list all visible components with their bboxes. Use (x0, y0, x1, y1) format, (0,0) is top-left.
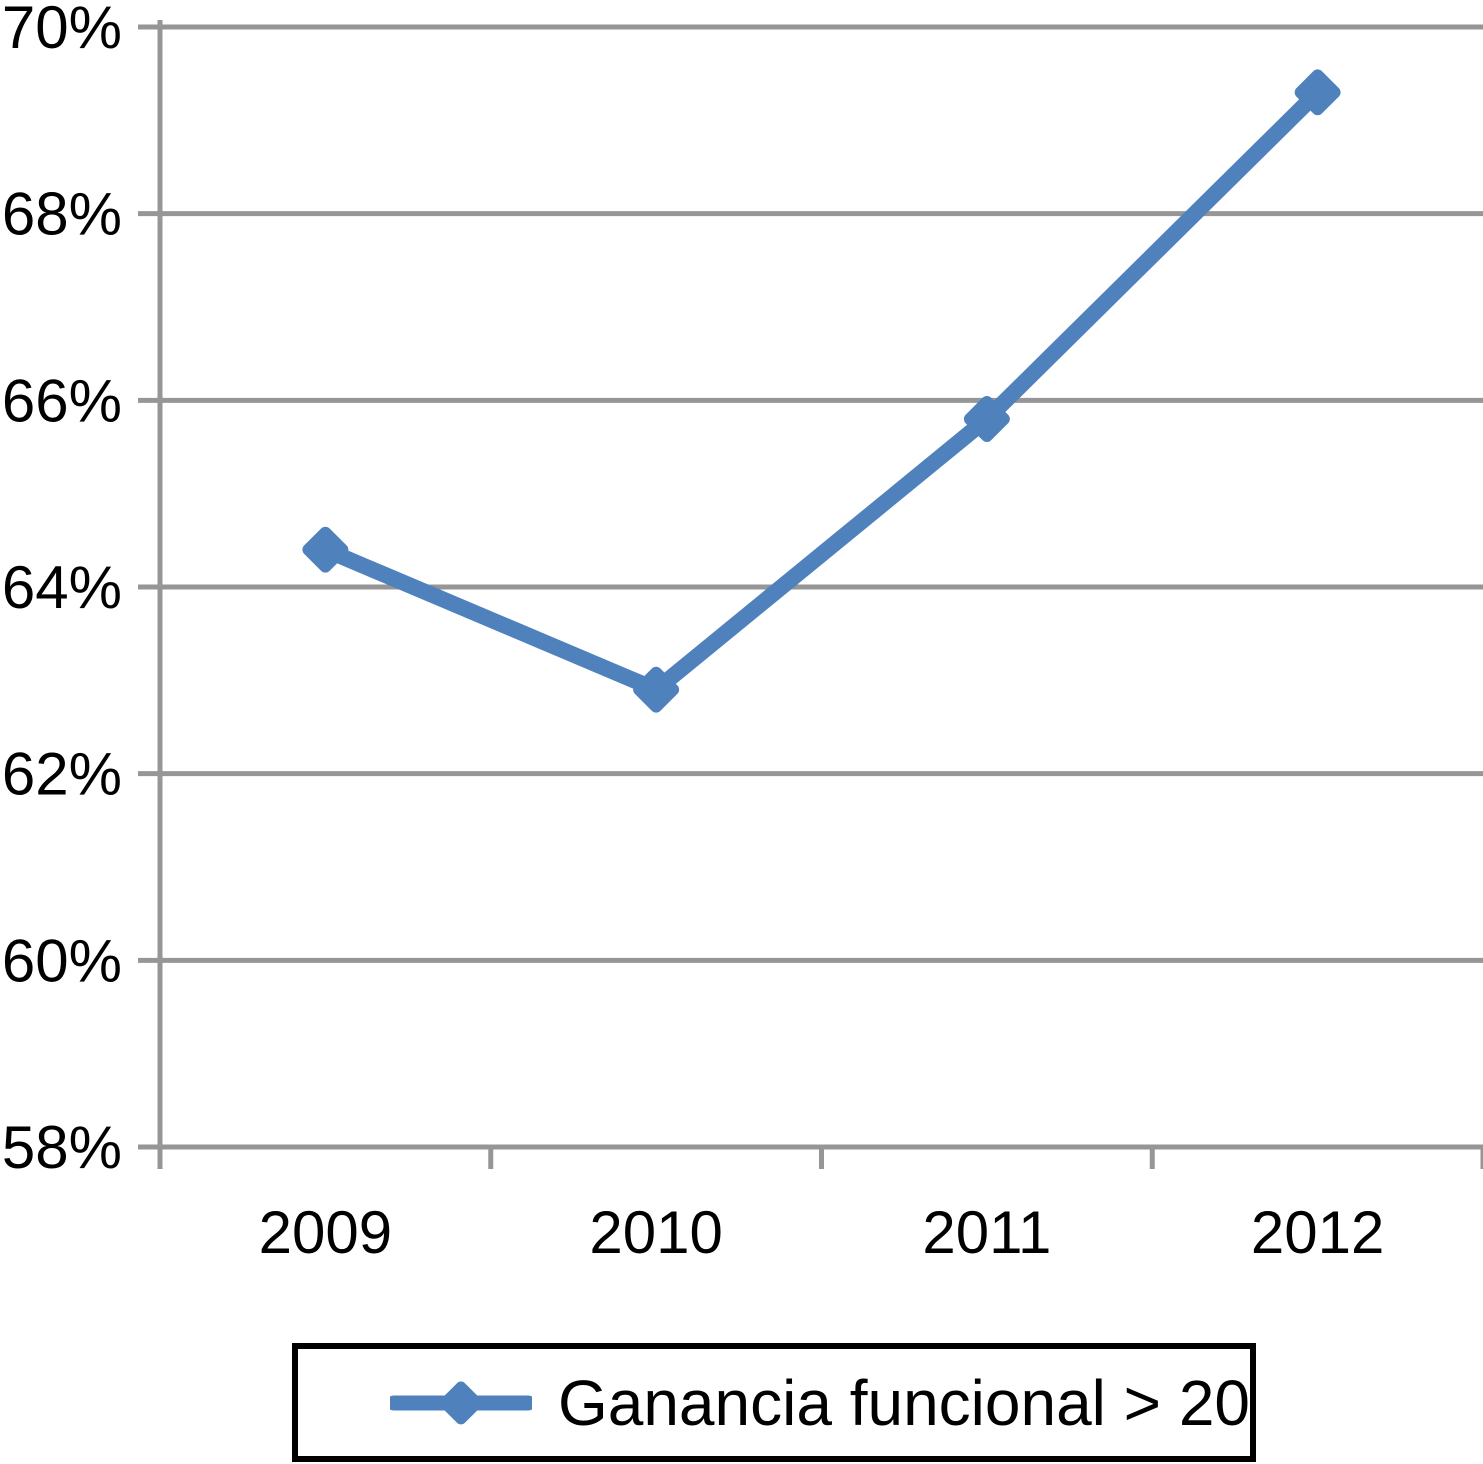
legend: Ganancia funcional > 20 (292, 1343, 1256, 1462)
y-axis-tick-label: 62% (2, 741, 122, 808)
legend-series-marker-icon (390, 1381, 532, 1424)
data-point-marker (633, 666, 680, 713)
legend-diamond-icon (439, 1381, 483, 1424)
data-point-marker (1294, 69, 1341, 116)
legend-label: Ganancia funcional > 20 (557, 1366, 1250, 1439)
x-axis-tick-label: 2012 (1251, 1199, 1384, 1266)
y-axis-tick-label: 58% (2, 1114, 122, 1181)
y-axis-tick-label: 64% (2, 554, 122, 621)
y-axis-tick-label: 60% (2, 927, 122, 994)
y-axis-tick-label: 66% (2, 367, 122, 434)
y-axis-tick-label: 70% (2, 0, 122, 61)
series-line (317, 84, 1326, 698)
x-axis-tick-label: 2011 (922, 1199, 1051, 1266)
x-axis-tick-label: 2010 (589, 1199, 722, 1266)
y-axis-tick-label: 68% (2, 181, 122, 248)
data-point-marker (963, 396, 1010, 442)
x-axis-tick-label: 2009 (259, 1199, 392, 1266)
data-point-marker (302, 526, 349, 573)
